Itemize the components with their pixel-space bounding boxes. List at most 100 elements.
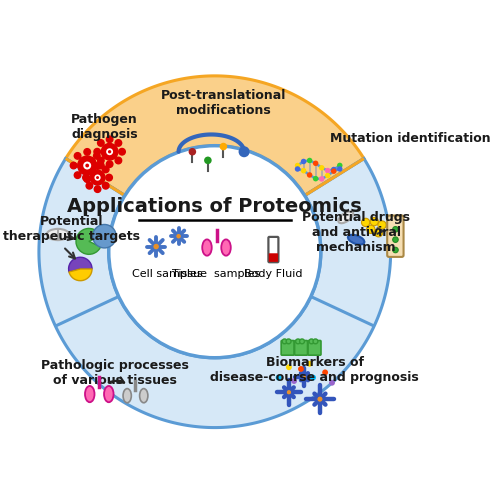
Circle shape <box>93 225 116 248</box>
Circle shape <box>393 248 398 253</box>
Circle shape <box>291 378 297 384</box>
FancyBboxPatch shape <box>268 237 278 263</box>
Circle shape <box>96 177 99 180</box>
Circle shape <box>298 366 304 372</box>
Circle shape <box>307 361 312 367</box>
Text: Biomarkers of
disease-course and prognosis: Biomarkers of disease-course and prognos… <box>210 355 419 383</box>
FancyBboxPatch shape <box>295 341 307 355</box>
Circle shape <box>83 175 89 181</box>
Circle shape <box>106 137 113 143</box>
Circle shape <box>94 186 101 193</box>
Circle shape <box>189 149 196 156</box>
Ellipse shape <box>339 212 353 224</box>
Text: Mutation identification: Mutation identification <box>330 132 491 145</box>
Polygon shape <box>66 77 364 196</box>
Ellipse shape <box>104 386 113 402</box>
Ellipse shape <box>85 386 95 402</box>
Circle shape <box>78 157 97 176</box>
Circle shape <box>176 234 182 239</box>
Circle shape <box>102 167 109 173</box>
Circle shape <box>109 146 321 358</box>
Ellipse shape <box>202 240 212 256</box>
Circle shape <box>86 183 93 190</box>
Text: Potential drugs
and antiviral
mechanism: Potential drugs and antiviral mechanism <box>302 210 410 253</box>
Circle shape <box>317 396 323 402</box>
Text: Post-translational
modifications: Post-translational modifications <box>161 89 286 117</box>
Circle shape <box>361 219 370 227</box>
Circle shape <box>70 163 77 169</box>
Text: Tissue  samples: Tissue samples <box>172 269 261 279</box>
Circle shape <box>286 365 292 370</box>
Circle shape <box>94 153 100 160</box>
Circle shape <box>90 171 105 186</box>
Circle shape <box>94 163 101 170</box>
Circle shape <box>295 163 300 169</box>
Text: Pathogen
diagnosis: Pathogen diagnosis <box>71 113 138 141</box>
Circle shape <box>95 175 100 181</box>
Circle shape <box>302 375 306 379</box>
Ellipse shape <box>47 229 69 240</box>
Circle shape <box>74 172 81 179</box>
Ellipse shape <box>140 389 148 403</box>
Circle shape <box>106 161 113 168</box>
Ellipse shape <box>221 240 231 256</box>
Circle shape <box>115 140 122 147</box>
Circle shape <box>337 163 343 169</box>
Circle shape <box>152 243 160 250</box>
Circle shape <box>282 339 287 344</box>
Circle shape <box>313 176 318 182</box>
Wedge shape <box>69 258 92 273</box>
Circle shape <box>337 167 343 172</box>
Circle shape <box>98 163 104 169</box>
Circle shape <box>101 144 118 161</box>
Circle shape <box>325 173 331 179</box>
FancyBboxPatch shape <box>387 216 403 258</box>
Text: Pathologic processes
of various tissues: Pathologic processes of various tissues <box>41 359 189 387</box>
Circle shape <box>220 143 227 151</box>
Circle shape <box>310 375 316 381</box>
Circle shape <box>83 162 91 170</box>
Circle shape <box>119 149 125 156</box>
Circle shape <box>393 227 398 232</box>
Circle shape <box>378 221 386 229</box>
Circle shape <box>307 173 312 178</box>
Circle shape <box>84 176 91 183</box>
Circle shape <box>84 149 91 156</box>
Circle shape <box>322 370 328 376</box>
Circle shape <box>319 177 324 182</box>
Circle shape <box>86 167 93 173</box>
Circle shape <box>296 339 300 344</box>
Circle shape <box>286 390 292 395</box>
Circle shape <box>367 226 375 234</box>
Circle shape <box>106 149 113 156</box>
Circle shape <box>393 237 398 243</box>
Text: Cell samples: Cell samples <box>132 269 202 279</box>
Circle shape <box>204 157 212 165</box>
FancyBboxPatch shape <box>308 341 321 355</box>
Circle shape <box>94 172 100 179</box>
Circle shape <box>106 175 112 181</box>
Circle shape <box>370 218 378 226</box>
Ellipse shape <box>348 235 364 245</box>
Circle shape <box>286 339 291 344</box>
Circle shape <box>94 149 100 156</box>
Circle shape <box>307 158 312 164</box>
Circle shape <box>239 147 249 158</box>
Ellipse shape <box>123 389 131 403</box>
Circle shape <box>309 339 314 344</box>
Circle shape <box>331 169 337 174</box>
Circle shape <box>295 167 300 172</box>
Circle shape <box>98 158 104 164</box>
Circle shape <box>301 159 306 165</box>
Circle shape <box>313 339 318 344</box>
Circle shape <box>85 164 89 168</box>
Circle shape <box>331 167 337 173</box>
Text: Applications of Proteomics: Applications of Proteomics <box>67 196 362 215</box>
Circle shape <box>276 375 282 381</box>
Circle shape <box>108 151 111 154</box>
Circle shape <box>299 339 304 344</box>
Circle shape <box>374 229 383 237</box>
FancyBboxPatch shape <box>269 254 278 263</box>
Circle shape <box>329 380 335 386</box>
Wedge shape <box>76 229 100 255</box>
